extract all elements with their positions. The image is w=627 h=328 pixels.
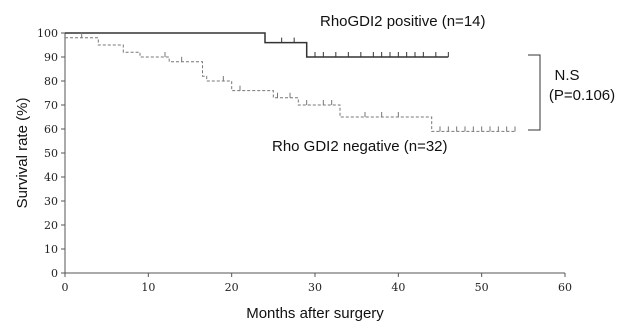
positive-survival-line	[65, 32, 449, 58]
x-tick-label: 20	[225, 281, 239, 294]
y-tick-label: 90	[44, 51, 58, 64]
y-tick-label: 10	[44, 243, 58, 256]
x-tick-label: 50	[475, 281, 489, 294]
significance-label: N.S	[554, 67, 579, 84]
y-tick-label: 60	[44, 123, 58, 136]
y-tick-label: 30	[44, 195, 58, 208]
negative-series-label: Rho GDI2 negative (n=32)	[272, 138, 448, 155]
significance-bracket	[528, 54, 541, 131]
x-tick-label: 10	[141, 281, 155, 294]
x-tick-label: 0	[62, 281, 69, 294]
p-value-label: (P=0.106)	[549, 87, 615, 104]
x-ticks: 0 10 20 30 40 50 60	[62, 273, 572, 294]
y-tick-label: 80	[44, 75, 58, 88]
series-group	[65, 32, 516, 132]
x-tick-label: 60	[558, 281, 572, 294]
y-tick-label: 100	[37, 27, 58, 40]
x-tick-label: 30	[308, 281, 322, 294]
y-ticks: 0 10 20 30 40 50 60 70 80 90 100	[37, 27, 65, 280]
positive-series-label: RhoGDI2 positive (n=14)	[320, 13, 486, 30]
y-axis-title: Survival rate (%)	[14, 98, 31, 209]
negative-survival-line	[65, 37, 515, 132]
y-tick-label: 20	[44, 219, 58, 232]
x-tick-label: 40	[391, 281, 405, 294]
x-axis-title: Months after surgery	[246, 305, 384, 322]
y-tick-label: 50	[44, 147, 58, 160]
y-tick-label: 70	[44, 99, 58, 112]
y-tick-label: 0	[51, 267, 58, 280]
y-tick-label: 40	[44, 171, 58, 184]
